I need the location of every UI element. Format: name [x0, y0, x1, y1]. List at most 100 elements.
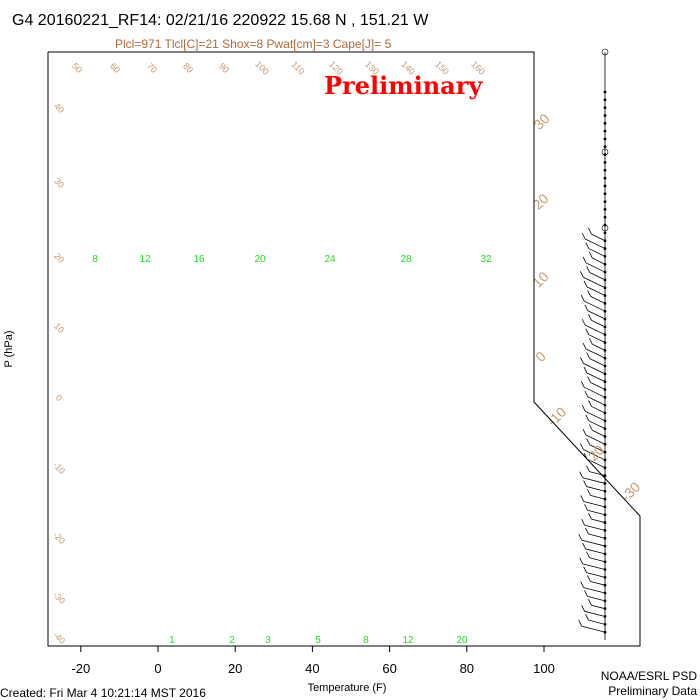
wind-level-dot — [603, 176, 607, 180]
dry-adiabat-label: -40 — [51, 630, 67, 646]
wind-level-dot — [603, 90, 607, 94]
wind-barb-feather — [589, 424, 593, 431]
dry-adiabat-label: 80 — [181, 61, 195, 75]
wind-barb — [584, 610, 606, 617]
wind-barb-feather — [580, 357, 584, 364]
wind-barb — [591, 518, 606, 523]
wind-barb — [590, 382, 606, 390]
wind-barb-feather — [587, 489, 591, 496]
dry-adiabat-label: 0 — [54, 393, 65, 404]
wind-barb-feather — [589, 338, 593, 345]
dry-adiabat-label: 60 — [108, 61, 122, 75]
wind-barb-feather — [580, 295, 585, 302]
x-tick-label: -20 — [71, 661, 90, 676]
wind-barb-feather — [587, 376, 591, 383]
dry-adiabat-label: 50 — [70, 61, 84, 75]
dry-adiabat-label: -30 — [51, 590, 67, 606]
wind-level-dot — [603, 153, 607, 157]
wind-level-dot — [603, 231, 607, 235]
wind-barb-feather — [588, 599, 592, 606]
wind-barb-feather — [580, 443, 584, 450]
wind-barb — [585, 238, 606, 249]
wind-barb-feather — [581, 519, 586, 526]
mixing-ratio-label: 1 — [169, 635, 175, 646]
wind-level-dot — [603, 98, 607, 102]
wind-barb — [584, 300, 606, 312]
wind-level-dot — [603, 184, 607, 188]
isotherm-label: -30 — [618, 479, 644, 505]
dry-adiabat-label: 40 — [52, 101, 66, 115]
wind-level-dot — [603, 192, 607, 196]
wind-barb — [583, 501, 606, 508]
wind-barb — [591, 406, 606, 414]
wind-barb-feather — [586, 352, 591, 359]
wind-barb — [584, 524, 606, 531]
wind-barb — [583, 449, 606, 461]
mixing-ratio-label: 12 — [402, 635, 414, 646]
wind-barb-feather — [589, 251, 593, 259]
wind-barb — [589, 471, 606, 476]
wind-barb-feather — [584, 504, 588, 511]
wind-barb — [589, 557, 606, 563]
preliminary-data-note: Preliminary Data — [608, 684, 697, 698]
wind-barb — [589, 272, 606, 281]
wind-barb-feather — [579, 471, 584, 478]
wind-barb-feather — [584, 304, 589, 311]
wind-barb — [590, 296, 606, 304]
wind-barb-panel — [578, 48, 609, 640]
wind-barb-feather — [581, 405, 586, 412]
wind-barb-feather — [581, 232, 586, 240]
mixing-ratio-label: 20 — [456, 635, 468, 646]
wind-level-dot — [603, 247, 607, 250]
dry-adiabat-label: 30 — [52, 176, 66, 190]
wind-barb-feather — [581, 318, 586, 326]
wind-barb-feather — [580, 495, 585, 502]
dry-adiabat-label: 110 — [290, 59, 307, 76]
wind-barb — [589, 444, 606, 453]
chart-title: G4 20160221_RF14: 02/21/16 220922 15.68 … — [12, 12, 429, 29]
wind-barb — [585, 410, 606, 422]
mixing-ratio-label: 16 — [193, 254, 205, 265]
dry-adiabat-label: -10 — [51, 460, 67, 476]
mixing-ratio-label: 8 — [363, 635, 369, 646]
mixing-ratio-label: 20 — [254, 254, 266, 265]
wind-barb-feather — [583, 566, 587, 573]
wind-barb-feather — [586, 551, 590, 558]
wind-barb — [584, 386, 606, 398]
wind-barb — [585, 324, 606, 336]
wind-barb-feather — [580, 271, 584, 278]
wind-barb-feather — [587, 290, 591, 297]
plot-frame-right — [48, 51, 641, 647]
wind-barb-feather — [583, 280, 588, 288]
mixing-ratio-label: 2 — [229, 635, 235, 646]
plot-frame — [47, 52, 560, 647]
wind-barb — [581, 539, 606, 547]
created-timestamp: Created: Fri Mar 4 10:21:14 MST 2016 — [0, 686, 206, 700]
wind-barb-feather — [584, 390, 589, 398]
wind-barb — [590, 581, 606, 586]
wind-level-dot — [603, 145, 607, 149]
wind-level-dot — [603, 161, 607, 164]
wind-barb-feather — [585, 328, 590, 335]
wind-barb — [588, 619, 606, 625]
wind-barb-feather — [578, 533, 583, 541]
wind-barb — [591, 604, 606, 610]
wind-barb-feather — [585, 613, 589, 621]
wind-barb-feather — [588, 400, 592, 407]
mixing-ratio-label: 28 — [400, 254, 412, 265]
wind-barb — [586, 572, 606, 578]
wind-barb — [588, 420, 606, 429]
wind-barb — [587, 310, 606, 320]
mixing-ratio-label: 5 — [315, 635, 321, 646]
mixing-ratio-label: 32 — [480, 254, 492, 265]
wind-barb — [587, 596, 606, 602]
wind-barb — [581, 625, 606, 633]
isotherm-label: -20 — [582, 442, 608, 468]
dry-adiabat-label: 90 — [217, 61, 231, 75]
y-axis-label: P (hPa) — [3, 330, 15, 367]
calm-circle — [601, 48, 609, 56]
wind-barb-feather — [578, 620, 583, 627]
wind-barb-feather — [584, 590, 588, 597]
wind-barb — [585, 548, 606, 555]
wind-barb — [585, 434, 606, 445]
